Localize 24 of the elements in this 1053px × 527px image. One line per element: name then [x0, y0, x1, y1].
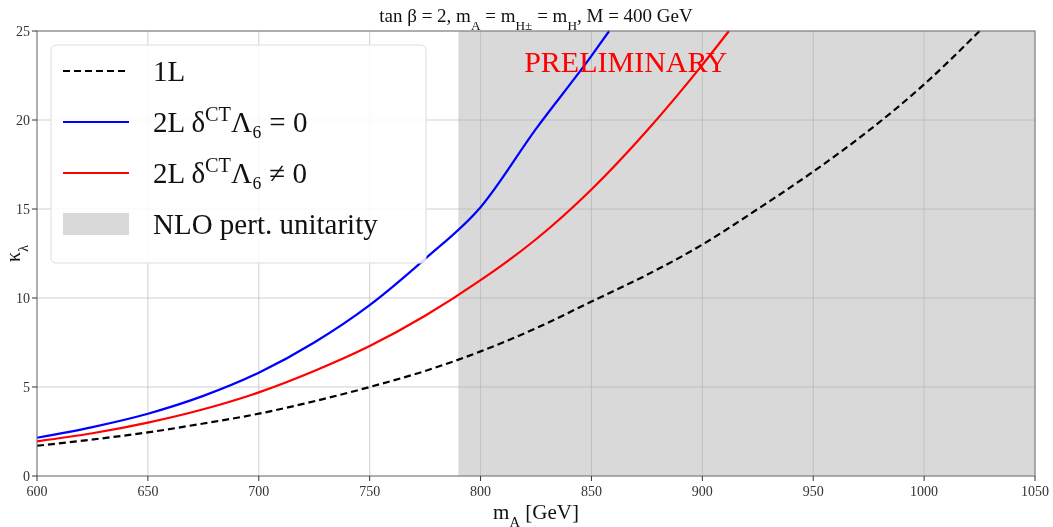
- x-tick-label: 950: [802, 484, 824, 499]
- x-tick-label: 900: [691, 484, 713, 499]
- y-tick-label: 0: [23, 469, 30, 484]
- line-series: [35, 29, 981, 447]
- x-tick-label: 850: [580, 484, 602, 499]
- x-tick-label: 1000: [910, 484, 939, 499]
- band-label: NLO pert. unitarity: [153, 208, 379, 240]
- legend-label: 1L: [153, 55, 186, 87]
- x-tick-label: 650: [137, 484, 159, 499]
- x-tick-label: 600: [26, 484, 48, 499]
- y-tick-label: 5: [23, 380, 30, 395]
- x-tick-label: 700: [248, 484, 270, 499]
- x-axis-title: m$_{A}$ [GeV]: [493, 500, 579, 527]
- y-tick-label: 20: [16, 113, 30, 128]
- x-tick-label: 800: [470, 484, 492, 499]
- y-tick-label: 25: [16, 24, 30, 39]
- y-tick-label: 10: [16, 291, 30, 306]
- x-tick-label: 1050: [1021, 484, 1049, 499]
- chart-title: tan β = 2, m$_{A}$ = m$_{H±}$ = m$_{H}$, M = 400 GeV: [379, 5, 694, 33]
- x-tick-label: 750: [359, 484, 381, 499]
- legend-label: 2L δ$^{CT}$Λ₆ ≠ 0: [153, 154, 308, 189]
- y-tick-label: 15: [16, 202, 30, 217]
- line-series: [35, 29, 731, 443]
- legend-label: 2L δ$^{CT}$Λ₆ = 0: [153, 103, 308, 138]
